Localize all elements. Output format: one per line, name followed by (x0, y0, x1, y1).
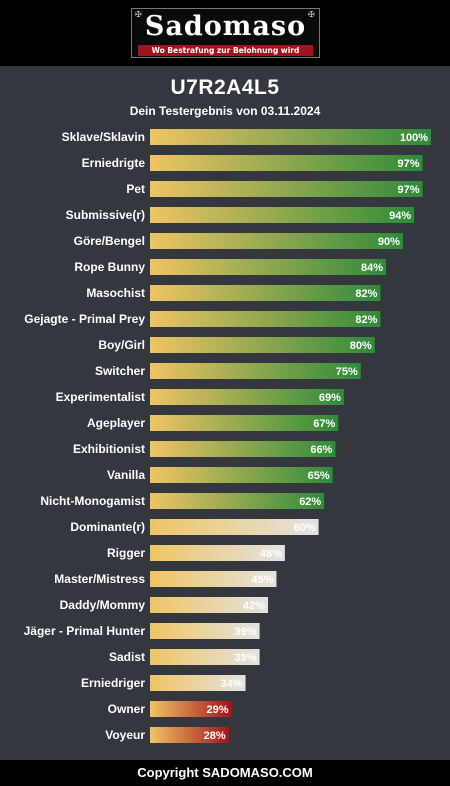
value-label: 34% (221, 678, 243, 690)
value-label: 90% (378, 236, 400, 248)
category-label: Nicht-Monogamist (40, 494, 145, 508)
category-label: Pet (126, 182, 145, 196)
result-bar (150, 649, 260, 665)
value-label: 80% (350, 340, 372, 352)
ornament-icon: ✠ (308, 10, 315, 19)
logo-title: Sadomaso (144, 11, 307, 42)
result-bar (150, 207, 415, 223)
result-bar (150, 337, 375, 353)
value-label: 45% (251, 574, 273, 586)
value-label: 39% (235, 652, 257, 664)
logo-tagline: Wo Bestrafung zur Belohnung wird (138, 45, 313, 56)
category-label: Exhibitionist (73, 442, 145, 456)
value-label: 65% (308, 470, 330, 482)
value-label: 62% (299, 496, 321, 508)
value-label: 29% (206, 704, 228, 716)
result-bar (150, 701, 232, 717)
result-bar (150, 467, 333, 483)
result-bar (150, 181, 423, 197)
category-label: Jäger - Primal Hunter (24, 624, 146, 638)
category-label: Göre/Bengel (74, 234, 145, 248)
category-label: Voyeur (105, 728, 145, 742)
value-label: 82% (355, 288, 377, 300)
result-bar (150, 545, 285, 561)
category-label: Master/Mistress (54, 572, 145, 586)
result-bar (150, 363, 361, 379)
result-bar (150, 727, 229, 743)
category-label: Submissive(r) (66, 208, 145, 222)
result-bar (150, 155, 423, 171)
value-label: 42% (243, 600, 265, 612)
result-bar (150, 415, 339, 431)
value-label: 97% (398, 158, 420, 170)
value-label: 84% (361, 262, 383, 274)
category-label: Rope Bunny (74, 260, 145, 274)
value-label: 100% (400, 132, 428, 144)
result-bar (150, 233, 403, 249)
value-label: 60% (294, 522, 316, 534)
page-title: U7R2A4L5 (170, 76, 280, 99)
category-label: Ageplayer (87, 416, 145, 430)
result-bar (150, 129, 431, 145)
result-bar (150, 675, 246, 691)
category-label: Sklave/Sklavin (62, 130, 145, 144)
category-label: Erniedriger (81, 676, 145, 690)
result-bar (150, 441, 336, 457)
result-bar (150, 597, 269, 613)
value-label: 82% (355, 314, 377, 326)
category-label: Daddy/Mommy (60, 598, 146, 612)
footer-copyright: Copyright SADOMASO.COM (0, 760, 450, 786)
category-label: Erniedrigte (82, 156, 146, 170)
category-label: Gejagte - Primal Prey (24, 312, 145, 326)
value-label: 66% (310, 444, 332, 456)
category-label: Sadist (109, 650, 145, 664)
header-bar: ✠ ✠ Sadomaso Wo Bestrafung zur Belohnung… (0, 0, 450, 66)
category-label: Owner (108, 702, 146, 716)
value-label: 94% (389, 210, 411, 222)
result-bar (150, 571, 277, 587)
value-label: 69% (319, 392, 341, 404)
category-label: Dominante(r) (70, 520, 145, 534)
result-bar (150, 623, 260, 639)
category-label: Rigger (107, 546, 145, 560)
category-label: Masochist (86, 286, 145, 300)
category-label: Experimentalist (56, 390, 145, 404)
category-label: Boy/Girl (98, 338, 145, 352)
value-label: 39% (235, 626, 257, 638)
category-label: Vanilla (107, 468, 145, 482)
value-label: 67% (313, 418, 335, 430)
page-subtitle: Dein Testergebnis von 03.11.2024 (129, 104, 321, 118)
value-label: 28% (204, 730, 226, 742)
result-bar (150, 519, 319, 535)
ornament-icon: ✠ (135, 10, 142, 19)
result-bar (150, 311, 381, 327)
logo[interactable]: ✠ ✠ Sadomaso Wo Bestrafung zur Belohnung… (131, 8, 320, 58)
result-bar (150, 493, 325, 509)
result-bar (150, 259, 387, 275)
value-label: 48% (260, 548, 282, 560)
value-label: 97% (398, 184, 420, 196)
value-label: 75% (336, 366, 358, 378)
result-bar-chart: Sklave/Sklavin 100% Erniedrigte 97% Pet 97% Su… (24, 129, 431, 743)
result-bar (150, 285, 381, 301)
category-label: Switcher (95, 364, 145, 378)
result-bar (150, 389, 344, 405)
